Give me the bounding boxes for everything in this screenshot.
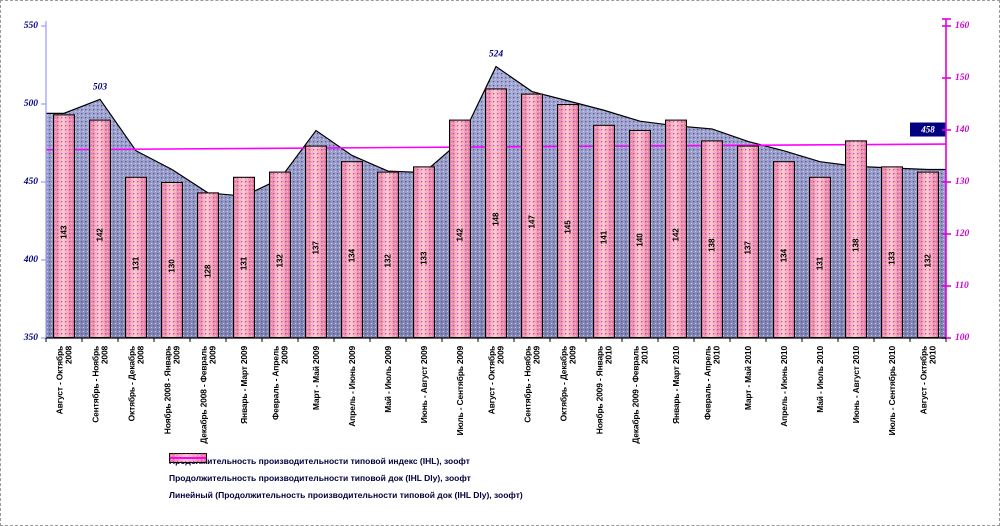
category-label: Август - Октябрь <box>55 346 65 414</box>
bar-value-label: 138 <box>708 238 717 252</box>
category-label: 2009 <box>568 346 578 365</box>
category-label: 2010 <box>604 346 614 365</box>
category-label: Декабрь 2008 - Февраль <box>199 346 209 444</box>
category-label: Март - Май 2009 <box>311 346 321 411</box>
bar-value-label: 132 <box>924 254 933 268</box>
category-axis: Август - Октябрь 2008 Сентябрь - Ноябрь 200… <box>45 337 947 444</box>
category-label: Сентябрь - Ноябрь <box>523 346 533 423</box>
legend: Продолжительность производительности тип… <box>169 453 523 502</box>
category-label: 2010 <box>640 346 650 365</box>
bar-value-label: 131 <box>816 256 825 270</box>
category-label: 2010 <box>712 346 722 365</box>
bar-value-label: 140 <box>636 233 645 247</box>
category-label: Февраль - Апрель <box>271 346 281 420</box>
legend-item-trendline: Линейный (Продолжительность производител… <box>169 457 523 502</box>
category-label: Март - Май 2010 <box>743 346 753 411</box>
category-label: Июль - Сентябрь 2010 <box>887 346 897 436</box>
category-label: Июнь - Август 2009 <box>419 346 429 424</box>
right-axis-tick-label: 120 <box>955 229 970 239</box>
legend-item-label: Линейный (Продолжительность производител… <box>169 489 523 500</box>
category-label: 2008 <box>64 346 74 365</box>
category-label: Август - Октябрь <box>487 346 497 414</box>
bar-value-label: 137 <box>312 241 321 255</box>
category-label: Ноябрь 2008 - Январь <box>163 346 173 434</box>
bar-value-label: 133 <box>888 251 897 265</box>
point-label: 458 <box>920 125 935 135</box>
point-label: 503 <box>93 82 108 92</box>
legend-item-label: Продолжительность производительности тип… <box>169 472 471 483</box>
bar-value-label: 142 <box>672 228 681 242</box>
category-label: Февраль - Апрель <box>703 346 713 420</box>
category-label: Декабрь 2009 - Февраль <box>631 346 641 444</box>
boxed-point-label <box>910 122 946 137</box>
right-axis: 100 110 120 130 140 150 160 <box>942 18 970 343</box>
legend-item-label: Продолжительность производительности тип… <box>169 455 470 466</box>
right-axis-tick-label: 130 <box>955 177 970 187</box>
category-label: Ноябрь 2009 - Январь <box>595 346 605 434</box>
left-axis-tick-label: 350 <box>23 333 39 343</box>
category-label: 2009 <box>496 346 506 365</box>
bar-value-label: 132 <box>384 254 393 268</box>
category-label: 2009 <box>532 346 542 365</box>
bar-value-label: 131 <box>132 256 141 270</box>
bar-value-label: 145 <box>564 220 573 234</box>
bar-value-label: 134 <box>348 248 357 262</box>
category-label: Январь - Март 2010 <box>671 346 681 424</box>
bar-value-label: 130 <box>168 259 177 273</box>
trendline-swatch <box>170 457 206 459</box>
category-label: Май - Июль 2009 <box>383 346 393 413</box>
category-label: Январь - Март 2009 <box>239 346 249 424</box>
category-label: Июль - Сентябрь 2009 <box>455 346 465 436</box>
legend-item-bar: Продолжительность производительности тип… <box>169 453 523 485</box>
right-axis-tick-label: 160 <box>955 21 970 31</box>
right-axis-tick-label: 110 <box>955 281 969 291</box>
left-axis-tick-label: 500 <box>24 99 39 109</box>
bar-value-label: 143 <box>60 225 69 239</box>
category-label: Апрель - Июнь 2010 <box>779 346 789 427</box>
bar-value-label: 138 <box>852 238 861 252</box>
category-label: Октябрь - Декабрь <box>127 346 137 421</box>
category-label: Октябрь - Декабрь <box>559 346 569 421</box>
category-label: Май - Июль 2010 <box>815 346 825 413</box>
category-label: Июнь - Август 2010 <box>851 346 861 424</box>
bar-value-label: 141 <box>600 230 609 244</box>
category-label: 2009 <box>280 346 290 365</box>
category-label: 2009 <box>208 346 218 365</box>
category-label: 2010 <box>928 346 938 365</box>
bar-value-label: 137 <box>744 241 753 255</box>
category-label: 2008 <box>136 346 146 365</box>
bar-value-label: 142 <box>96 228 105 242</box>
bar-value-label: 133 <box>420 251 429 265</box>
bar-value-label: 134 <box>780 248 789 262</box>
bar-value-label: 142 <box>456 228 465 242</box>
category-label: Сентябрь - Ноябрь <box>91 346 101 423</box>
right-axis-tick-label: 140 <box>955 125 970 135</box>
bar-series: 143 142 131 130 128 131 132 137 134 132 133 142 148 1… <box>53 88 939 339</box>
category-label: 2009 <box>172 346 182 365</box>
bar-value-label: 132 <box>276 254 285 268</box>
legend-item-area: Продолжительность производительности тип… <box>169 453 523 468</box>
bar-value-label: 147 <box>528 215 537 229</box>
left-axis-tick-label: 550 <box>24 21 39 31</box>
bar-value-label: 128 <box>204 264 213 278</box>
left-axis: 350 400 450 500 550 <box>23 21 47 343</box>
bar-value-label: 148 <box>492 212 501 226</box>
bar-value-label: 131 <box>240 256 249 270</box>
right-axis-tick-label: 100 <box>955 333 970 343</box>
right-axis-tick-label: 150 <box>955 73 970 83</box>
category-label: 2008 <box>100 346 110 365</box>
category-label: Август - Октябрь <box>919 346 929 414</box>
category-label: Апрель - Июнь 2009 <box>347 346 357 427</box>
left-axis-tick-label: 400 <box>23 255 39 265</box>
point-label: 524 <box>489 50 504 60</box>
left-axis-tick-label: 450 <box>23 177 39 187</box>
